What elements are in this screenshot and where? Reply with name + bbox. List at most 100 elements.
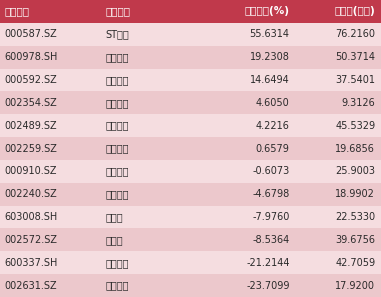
Bar [0,23,101,46]
Bar [187,137,295,160]
Bar [187,274,295,297]
Text: 600978.SH: 600978.SH [5,52,58,62]
Text: 002259.SZ: 002259.SZ [5,143,58,154]
Bar [0,69,101,91]
Text: 喜临门: 喜临门 [106,212,123,222]
Text: 50.3714: 50.3714 [335,52,375,62]
Text: 证券简称: 证券简称 [106,7,131,16]
Bar [101,160,187,183]
Bar [101,69,187,91]
Bar [295,69,381,91]
Text: -4.6798: -4.6798 [252,189,290,199]
Bar [295,91,381,114]
Bar [295,274,381,297]
Bar [101,0,187,23]
Bar [0,0,101,23]
Text: 000910.SZ: 000910.SZ [5,166,57,176]
Text: 14.6494: 14.6494 [250,75,290,85]
Bar [187,206,295,228]
Text: 45.5329: 45.5329 [335,121,375,131]
Bar [0,206,101,228]
Text: 55.6314: 55.6314 [250,29,290,39]
Text: 19.6856: 19.6856 [335,143,375,154]
Text: 002354.SZ: 002354.SZ [5,98,57,108]
Text: 002631.SZ: 002631.SZ [5,281,57,290]
Text: 总市値(亿元): 总市値(亿元) [335,7,375,16]
Text: 德尔家居: 德尔家居 [106,281,129,290]
Text: 600337.SH: 600337.SH [5,258,58,268]
Text: 25.9003: 25.9003 [335,166,375,176]
Text: 中福实业: 中福实业 [106,75,129,85]
Bar [187,91,295,114]
Bar [295,206,381,228]
Bar [101,251,187,274]
Text: 浙江永强: 浙江永强 [106,121,129,131]
Text: 4.2216: 4.2216 [256,121,290,131]
Bar [101,206,187,228]
Bar [101,46,187,69]
Bar [101,23,187,46]
Text: -7.9760: -7.9760 [252,212,290,222]
Text: 002489.SZ: 002489.SZ [5,121,57,131]
Bar [0,251,101,274]
Bar [0,46,101,69]
Bar [295,23,381,46]
Bar [295,137,381,160]
Text: -21.2144: -21.2144 [246,258,290,268]
Text: 索菲亚: 索菲亚 [106,235,123,245]
Text: 美克股份: 美克股份 [106,258,129,268]
Text: 升达林业: 升达林业 [106,143,129,154]
Bar [187,69,295,91]
Text: 002572.SZ: 002572.SZ [5,235,58,245]
Text: -8.5364: -8.5364 [252,235,290,245]
Bar [295,46,381,69]
Text: 宜华木业: 宜华木业 [106,52,129,62]
Text: 威华股份: 威华股份 [106,189,129,199]
Bar [0,160,101,183]
Text: ST金叶: ST金叶 [106,29,129,39]
Bar [0,114,101,137]
Bar [187,46,295,69]
Text: 39.6756: 39.6756 [335,235,375,245]
Bar [187,251,295,274]
Bar [187,23,295,46]
Bar [187,160,295,183]
Text: 19.2308: 19.2308 [250,52,290,62]
Text: 002240.SZ: 002240.SZ [5,189,57,199]
Bar [187,114,295,137]
Text: 17.9200: 17.9200 [335,281,375,290]
Text: 000592.SZ: 000592.SZ [5,75,57,85]
Text: -23.7099: -23.7099 [246,281,290,290]
Bar [295,183,381,206]
Bar [0,183,101,206]
Bar [101,183,187,206]
Text: 年涨跌幅(%): 年涨跌幅(%) [245,7,290,16]
Text: -0.6073: -0.6073 [252,166,290,176]
Bar [295,160,381,183]
Bar [0,228,101,251]
Bar [295,228,381,251]
Text: 18.9902: 18.9902 [335,189,375,199]
Bar [0,91,101,114]
Bar [295,114,381,137]
Bar [187,0,295,23]
Text: 603008.SH: 603008.SH [5,212,58,222]
Text: 9.3126: 9.3126 [341,98,375,108]
Text: 22.5330: 22.5330 [335,212,375,222]
Text: 42.7059: 42.7059 [335,258,375,268]
Text: 37.5401: 37.5401 [335,75,375,85]
Bar [187,183,295,206]
Text: 000587.SZ: 000587.SZ [5,29,57,39]
Text: 大亚科技: 大亚科技 [106,166,129,176]
Bar [0,274,101,297]
Bar [101,228,187,251]
Text: 76.2160: 76.2160 [335,29,375,39]
Text: 4.6050: 4.6050 [256,98,290,108]
Bar [295,251,381,274]
Bar [101,91,187,114]
Bar [0,137,101,160]
Bar [101,274,187,297]
Bar [187,228,295,251]
Bar [101,137,187,160]
Text: 科冈木业: 科冈木业 [106,98,129,108]
